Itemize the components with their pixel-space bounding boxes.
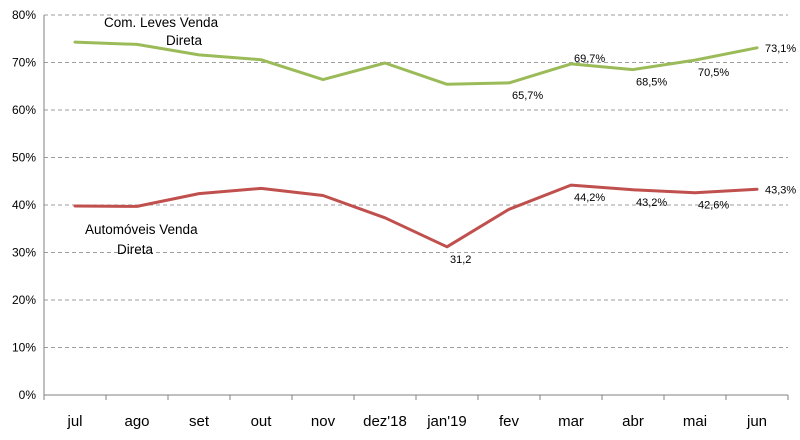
data-label: 31,2 (450, 254, 471, 266)
x-tick-label: nov (311, 413, 336, 430)
series-label-0: Direta (166, 33, 203, 48)
data-label: 73,1% (765, 43, 796, 55)
series-label-0: Com. Leves Venda (104, 15, 219, 30)
y-tick-label: 40% (12, 198, 36, 212)
data-label: 42,6% (698, 200, 729, 212)
x-tick-label: out (251, 413, 273, 430)
series-label-1: Automóveis Venda (85, 222, 198, 237)
y-tick-label: 50% (12, 151, 36, 165)
tick-labels: 0% 10% 20% 30% 40% 50% 60% 70% 80% jul ago set out no… (12, 8, 767, 430)
x-tick-label: dez'18 (363, 413, 407, 430)
y-tick-label: 20% (12, 293, 36, 307)
series-labels: Com. Leves Venda Direta Automóveis Venda Di… (85, 15, 219, 257)
y-tick-label: 30% (12, 246, 36, 260)
series-label-1: Direta (117, 242, 154, 257)
x-tick-label: jan'19 (426, 413, 467, 430)
y-tick-label: 70% (12, 56, 36, 70)
x-tick-label: abr (622, 413, 644, 430)
y-tick-label: 10% (12, 341, 36, 355)
data-label: 68,5% (636, 77, 667, 89)
data-label: 65,7% (512, 90, 543, 102)
data-label: 44,2% (574, 192, 605, 204)
y-tick-label: 0% (19, 388, 37, 402)
x-tick-label: mai (683, 413, 707, 430)
series-lines (73, 40, 759, 249)
series-line-1 (73, 183, 759, 249)
series-line-0 (73, 40, 759, 86)
x-tick-label: mar (558, 413, 584, 430)
x-tick-label: set (189, 413, 210, 430)
x-tick-label: jul (66, 413, 82, 430)
x-tick-label: ago (124, 413, 149, 430)
x-tick-label: fev (499, 413, 520, 430)
y-tick-label: 60% (12, 103, 36, 117)
data-label: 43,3% (765, 184, 796, 196)
y-tick-label: 80% (12, 8, 36, 22)
data-label: 70,5% (698, 67, 729, 79)
gridlines (44, 14, 788, 348)
axes (43, 15, 789, 400)
data-labels: 65,7% 69,7% 68,5% 70,5% 73,1% 31,2 44,2% 43,2% 4… (450, 43, 796, 266)
x-tick-label: jun (746, 413, 767, 430)
data-label: 69,7% (574, 53, 605, 65)
data-label: 43,2% (636, 197, 667, 209)
